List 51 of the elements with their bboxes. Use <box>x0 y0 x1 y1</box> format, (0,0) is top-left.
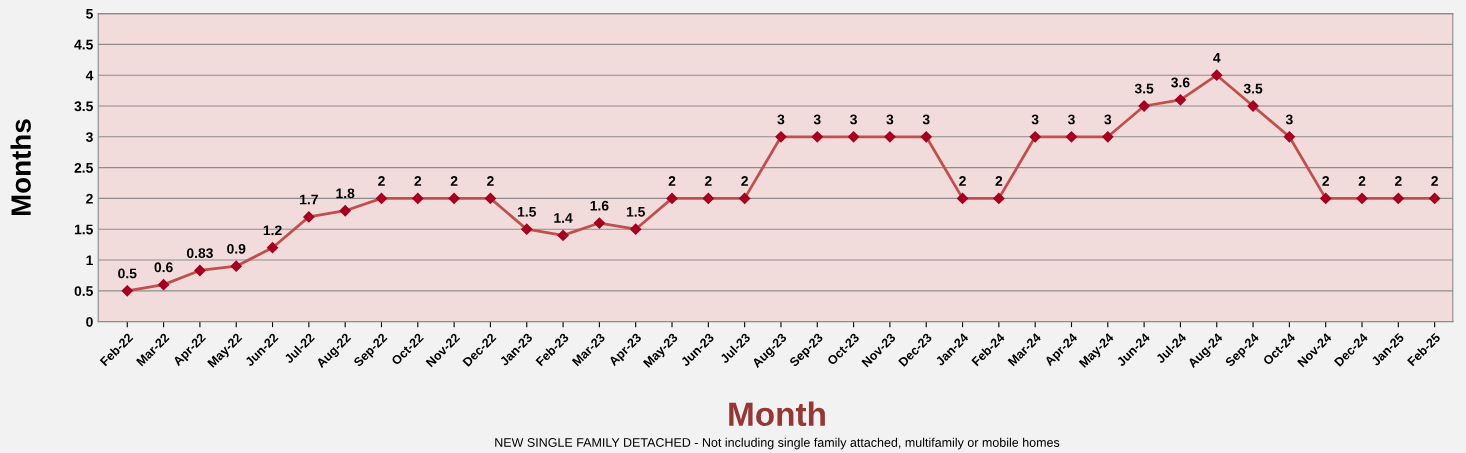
x-axis-title: Month <box>729 401 825 427</box>
data-label: 2 <box>704 176 712 186</box>
data-label: 3.5 <box>1134 83 1154 94</box>
data-label: 1.7 <box>300 194 318 205</box>
data-label: 4 <box>1213 53 1221 63</box>
text: NEW SINGLE FAMILY DETACHED - Not including single family attached, multifamily or mobile homes <box>495 437 1060 450</box>
data-label: 3 <box>922 114 930 125</box>
data-label: 2 <box>378 176 385 186</box>
y-tick-label: 2 <box>86 193 93 204</box>
y-tick-label: 0 <box>86 316 93 327</box>
data-label: 1.8 <box>336 188 355 199</box>
data-label: 0.6 <box>154 262 173 273</box>
y-tick-label: 0.5 <box>74 286 93 296</box>
data-label: 2 <box>414 176 422 186</box>
data-label: 1.5 <box>626 207 645 217</box>
data-label: 2 <box>450 176 458 186</box>
data-label: 1.4 <box>554 213 573 223</box>
data-label: 2 <box>741 176 748 186</box>
data-label: 3 <box>777 114 785 125</box>
data-label: 2 <box>959 176 966 186</box>
data-label: 3 <box>1285 114 1293 125</box>
data-label: 0.5 <box>118 268 137 279</box>
data-label: 2 <box>1431 176 1438 186</box>
y-tick-label: 1.5 <box>74 224 93 235</box>
data-label: 3 <box>1104 114 1112 125</box>
data-label: 1.2 <box>263 225 282 236</box>
data-label: 2 <box>1394 176 1402 186</box>
data-label: 3 <box>1067 114 1075 125</box>
data-label: 2 <box>1358 176 1366 186</box>
data-label: 3 <box>813 114 821 125</box>
y-tick-label: 2.5 <box>74 162 93 173</box>
data-label: 1.6 <box>590 200 609 211</box>
y-tick-label: 4 <box>85 70 94 81</box>
y-tick-label: 5 <box>86 9 93 19</box>
y-axis-title: Months <box>10 119 31 216</box>
y-tick-label: 3 <box>85 132 93 142</box>
data-label: 2 <box>668 176 676 186</box>
data-label: 2 <box>1322 176 1330 186</box>
data-label: 3.6 <box>1171 77 1190 88</box>
data-label: 3 <box>886 114 894 125</box>
data-label: 3 <box>1031 114 1039 125</box>
data-label: 0.83 <box>186 248 213 259</box>
y-tick-label: 4.5 <box>74 39 93 50</box>
data-label: 3 <box>850 114 857 125</box>
y-tick-label: 3.5 <box>74 101 93 112</box>
data-label: 1.5 <box>517 207 537 217</box>
data-label: 2 <box>487 176 494 186</box>
data-label: 2 <box>995 176 1003 186</box>
y-tick-label: 1 <box>86 255 93 266</box>
data-label: 0.9 <box>227 243 246 254</box>
data-label: 3.5 <box>1243 83 1263 94</box>
